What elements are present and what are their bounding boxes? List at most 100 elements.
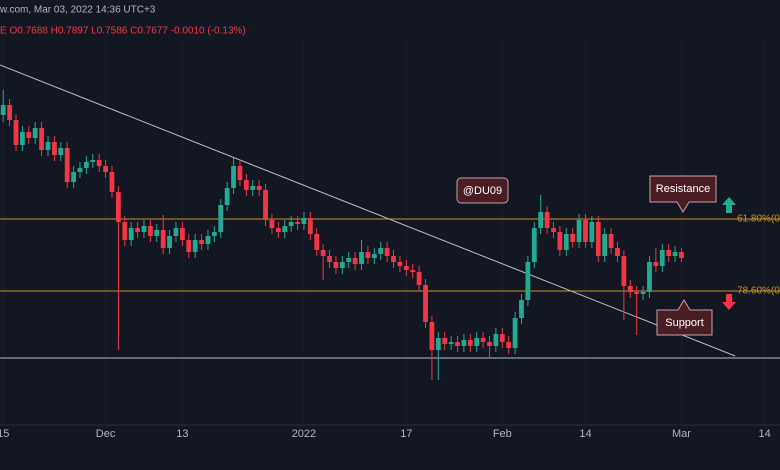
candle-body <box>211 232 217 236</box>
candle-body <box>7 105 12 120</box>
trendline <box>0 64 736 357</box>
candle-body <box>103 166 108 172</box>
candle-body <box>435 338 441 350</box>
label-text: Support <box>665 317 704 329</box>
candle-body <box>275 228 281 232</box>
candle-body <box>525 262 531 300</box>
candle-body <box>237 166 243 180</box>
candle-body <box>595 222 601 256</box>
candle-body <box>531 228 537 262</box>
candle-body <box>339 262 345 268</box>
candle-body <box>154 230 160 236</box>
candle-body <box>90 160 96 162</box>
candle-body <box>672 252 678 256</box>
candle-body <box>147 226 153 236</box>
candle-body <box>423 285 428 322</box>
candle-body <box>77 168 83 172</box>
candle-body <box>615 248 620 256</box>
candle-body <box>26 132 32 138</box>
candle-body <box>269 220 275 228</box>
candle-body <box>199 240 204 244</box>
level-label: 78.60%(0.7 <box>737 286 780 297</box>
candle-body <box>224 188 230 205</box>
label-box <box>656 299 713 336</box>
candle-body <box>295 222 300 224</box>
time-axis-area <box>0 425 780 470</box>
candle-body <box>83 162 89 168</box>
candle-body <box>0 105 6 115</box>
x-tick-label: 14 <box>759 428 771 440</box>
candle-body <box>173 228 179 236</box>
candle-body <box>320 250 326 256</box>
candle-body <box>263 190 268 220</box>
candle-body <box>659 250 665 266</box>
candle-body <box>570 234 576 242</box>
candle-body <box>679 252 684 258</box>
label-box <box>649 175 717 213</box>
candle-body <box>410 270 416 272</box>
label-text: @DU09 <box>463 185 502 197</box>
candle-body <box>307 218 313 234</box>
down-arrow <box>722 294 736 310</box>
x-tick-label: Mar <box>672 428 691 440</box>
candle-body <box>627 286 633 292</box>
x-tick-label: 17 <box>400 428 412 440</box>
candle-body <box>141 226 147 232</box>
candle-body <box>448 342 454 344</box>
x-tick-label: Dec <box>96 428 116 440</box>
candle-body <box>346 258 352 262</box>
header: w.com, Mar 03, 2022 14:36 UTC+3 <box>0 5 156 16</box>
annotation-resistance: Resistance <box>649 175 717 213</box>
candle-body <box>391 256 396 262</box>
candle-body <box>19 132 25 145</box>
candle-body <box>563 234 569 250</box>
candle-body <box>653 262 659 266</box>
candle-body <box>128 228 134 240</box>
plot: 15 Dec 13 2022 17 Feb 14 Mar 14 61.80%(0.85 78.60%… <box>0 40 780 440</box>
candle-body <box>179 228 185 240</box>
candle-body <box>499 334 505 342</box>
candle-body <box>512 318 518 348</box>
candle-body <box>429 322 435 350</box>
candle-body <box>352 258 358 264</box>
candle-body <box>45 142 51 150</box>
candle-body <box>557 232 563 250</box>
candle-body <box>13 120 19 145</box>
candle-body <box>416 272 422 285</box>
candle-body <box>359 252 364 264</box>
label-box <box>456 177 509 204</box>
annotation-du09: @DU09 <box>456 177 509 204</box>
candle-body <box>640 292 646 294</box>
candle-body <box>608 234 614 248</box>
candle-body <box>583 220 588 242</box>
candle-body <box>96 160 102 166</box>
candle-body <box>589 222 595 242</box>
candle-body <box>384 248 390 256</box>
candle-body <box>327 256 332 262</box>
candle-body <box>634 292 640 294</box>
candle-body <box>160 230 166 248</box>
candle-body <box>205 236 211 244</box>
candle-body <box>493 334 499 346</box>
candle-body <box>487 342 492 346</box>
candle-body <box>301 218 307 224</box>
candle-body <box>186 240 192 252</box>
candle-body <box>474 338 480 346</box>
candle-body <box>506 342 512 348</box>
x-tick-label: 2022 <box>292 428 316 440</box>
candle-body <box>333 262 339 268</box>
candle-body <box>122 222 128 240</box>
candle-body <box>115 192 121 222</box>
candle-body <box>538 212 544 228</box>
candle-body <box>192 240 198 252</box>
x-tick-label: 15 <box>0 428 9 440</box>
candle-body <box>167 236 172 248</box>
candle-body <box>666 250 672 256</box>
candle-body <box>442 338 448 344</box>
candle-body <box>71 172 76 182</box>
candle-body <box>544 212 550 228</box>
candle-body <box>576 220 582 242</box>
candle-body <box>288 222 294 226</box>
candle-body <box>51 142 57 155</box>
